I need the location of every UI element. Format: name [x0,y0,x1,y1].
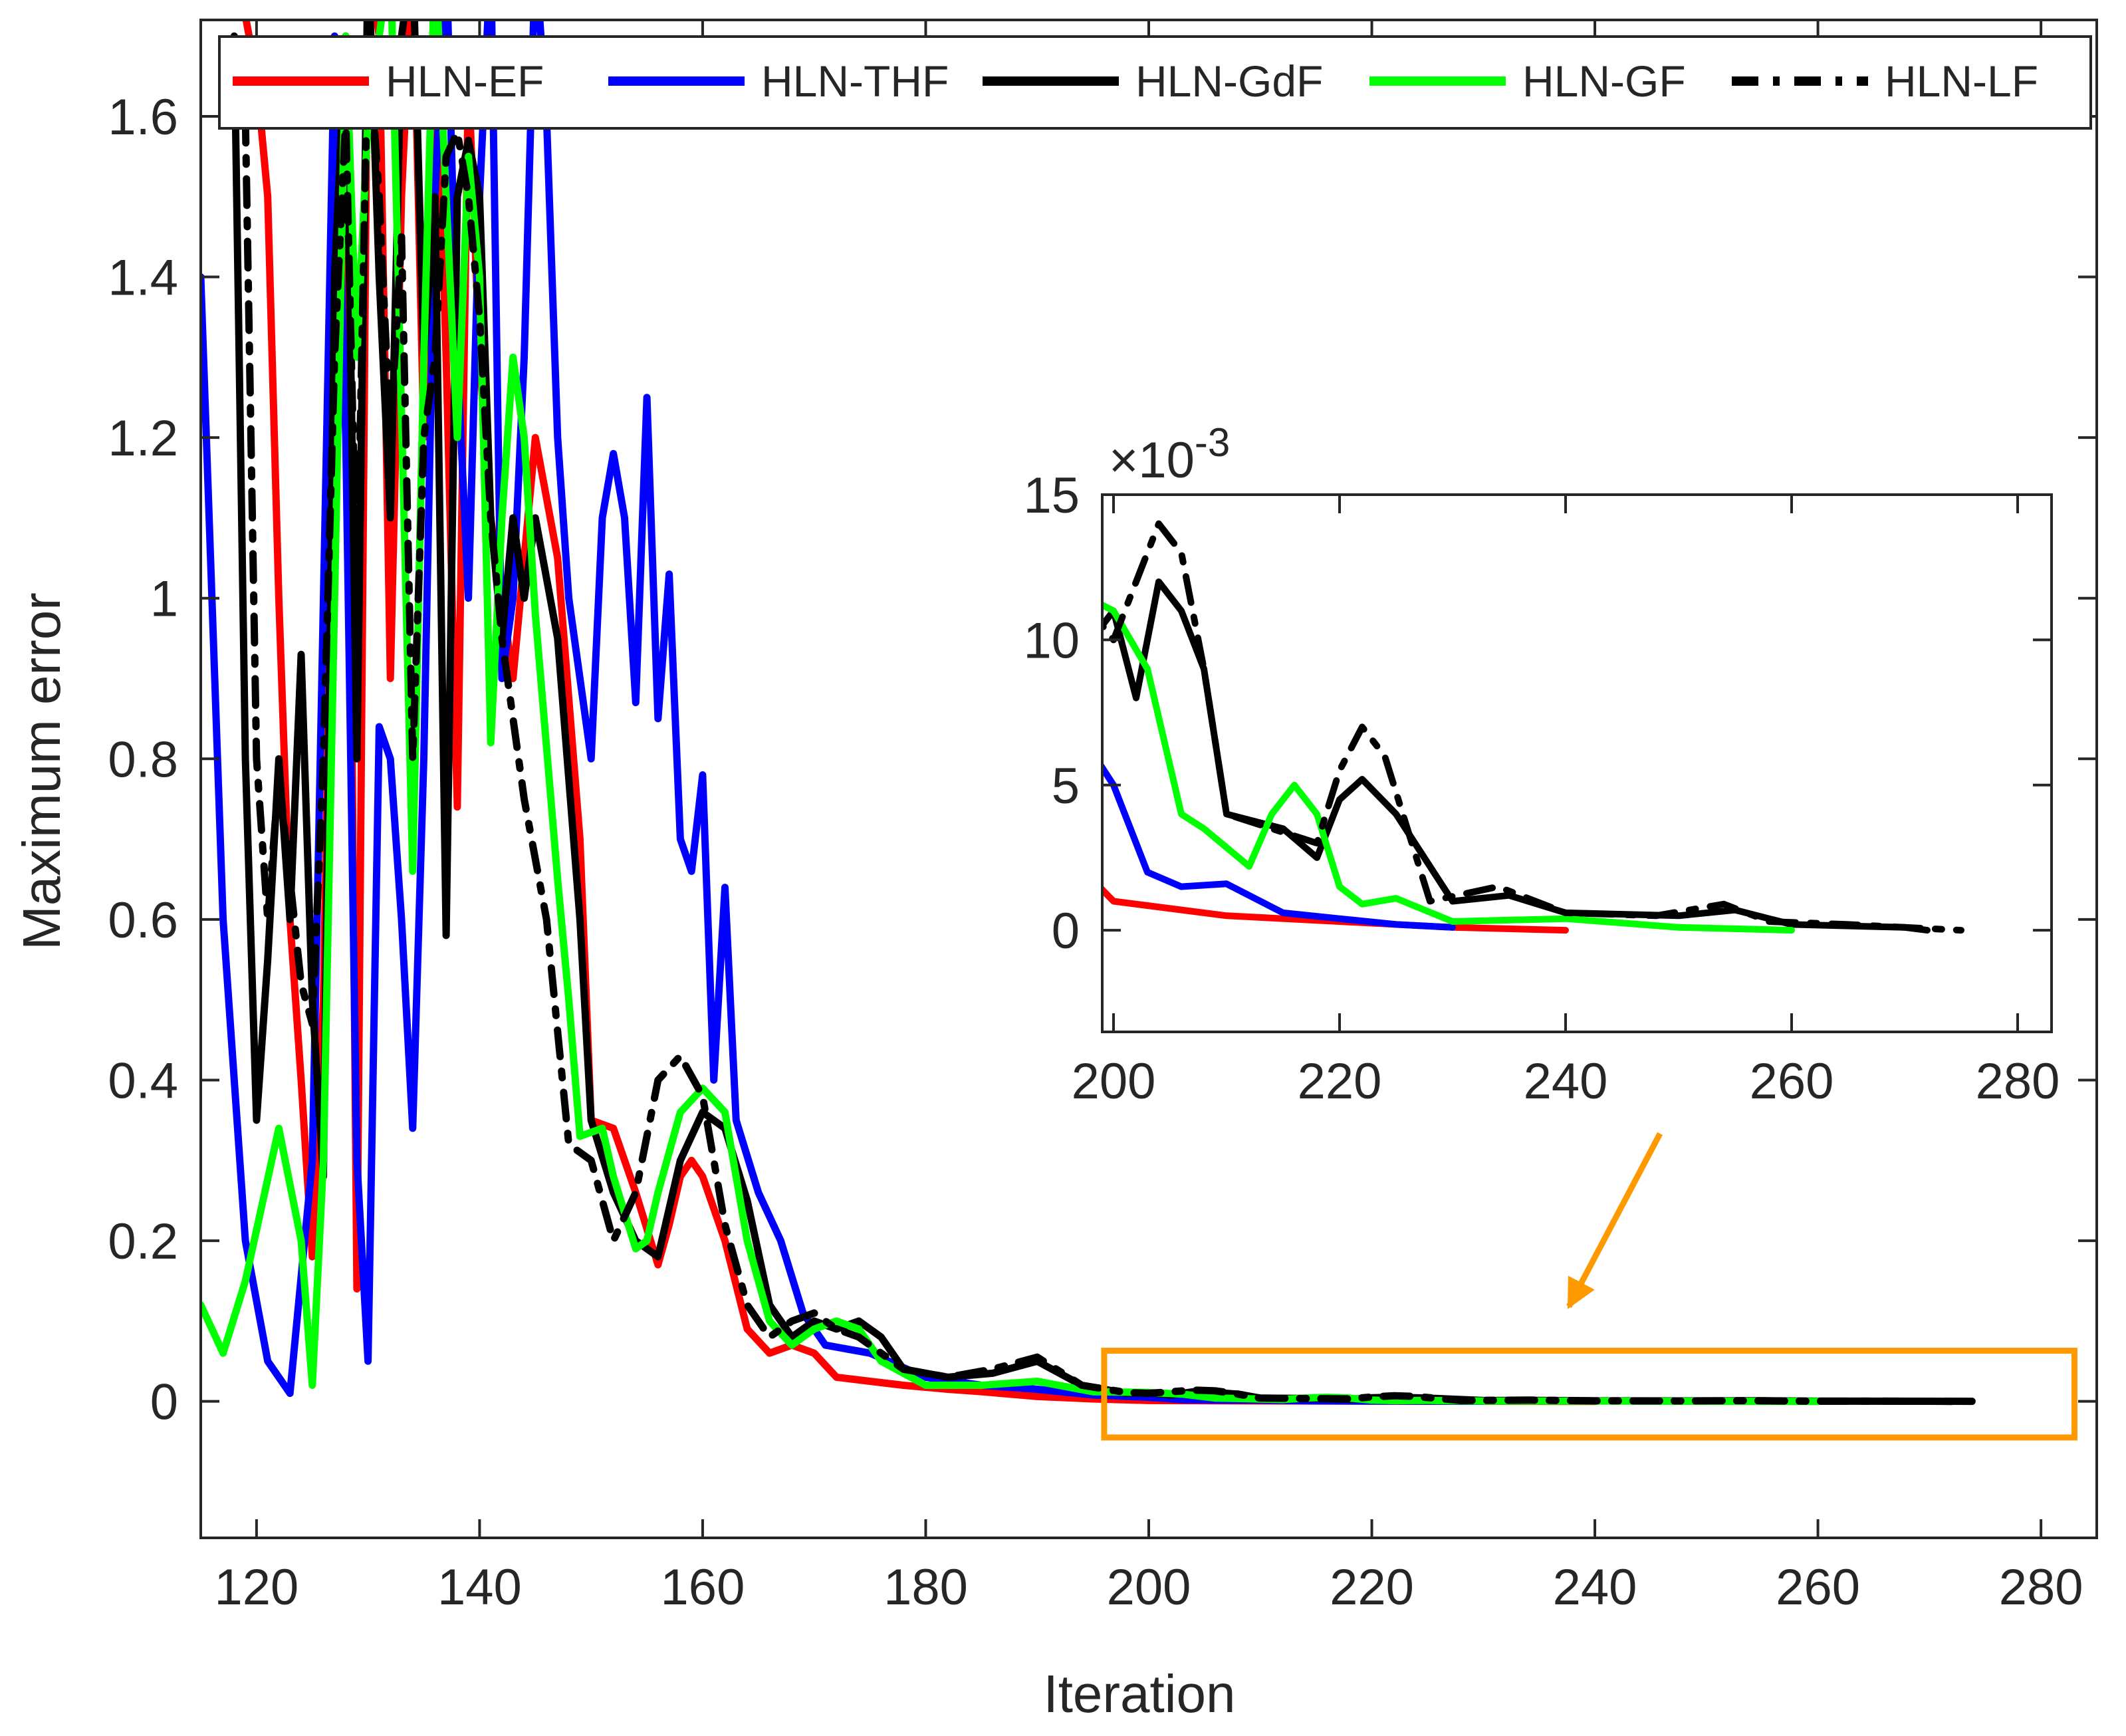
zoom-box [1101,1348,2077,1441]
inset-x-tick-label: 260 [1750,1053,1834,1110]
y-axis-label: Maximum error [12,592,71,950]
main-x-tick-label: 240 [1553,1559,1637,1616]
inset-x-tick-label: 220 [1298,1053,1382,1110]
x-axis-label: Iteration [1043,1664,1235,1723]
inset-series-hln-gf [1102,601,1795,934]
legend: HLN-EF HLN-THF HLN-GdF HLN-GF HLN-LF [218,35,2092,130]
main-x-tick-label: 220 [1330,1559,1414,1616]
legend-label-hln-lf: HLN-LF [1885,57,2038,106]
zoom-indicator [1101,1132,2077,1441]
inset-exponent-base: ×10 [1109,432,1195,489]
inset-x-tick-label: 200 [1072,1053,1156,1110]
legend-label-hln-gdf: HLN-GdF [1135,57,1323,106]
main-series-hln-lf [241,32,1989,1406]
inset-y-tick-label: 5 [1052,758,1080,814]
main-x-tick-label: 260 [1776,1559,1860,1616]
main-y-tick-label: 1 [150,571,178,628]
inset-x-tick-label: 240 [1524,1053,1608,1110]
main-x-tick-label: 180 [884,1559,968,1616]
main-y-tick-label: 0.2 [108,1213,178,1270]
inset-plot-frame [1101,493,2053,1033]
main-plot-area: 120 140 160 180 200 220 240 260 280 0 0.2 0.4 0.6 0.… [108,19,2098,1616]
legend-label-hln-ef: HLN-EF [386,57,544,106]
main-y-tick-label: 0 [150,1374,178,1431]
main-x-tick-label: 120 [214,1559,298,1616]
main-y-tick-label: 0.6 [108,892,178,949]
inset-series-hln-gdf [1102,578,1931,934]
legend-label-hln-thf: HLN-THF [761,57,949,106]
inset-plot-area: 200 220 240 260 280 0 5 10 15 ×10-3 [1023,420,2060,1110]
main-y-tick-label: 1.6 [108,89,178,146]
inset-series-hln-lf [1102,520,1964,934]
main-y-tick-label: 0.8 [108,731,178,788]
inset-y-tick-label: 0 [1052,903,1080,959]
main-x-tick-label: 140 [437,1559,522,1616]
main-y-tick-label: 0.4 [108,1053,178,1109]
main-x-tick-label: 160 [661,1559,745,1616]
inset-exponent-label: ×10-3 [1109,420,1230,489]
inset-y-tick-label: 10 [1023,612,1080,669]
inset-background [1102,495,2052,1032]
main-y-tick-label: 1.4 [108,250,178,307]
inset-x-tick-label: 280 [1976,1053,2060,1110]
legend-label-hln-gf: HLN-GF [1522,57,1686,106]
inset-exponent-power: -3 [1195,420,1230,465]
inset-y-tick-label: 15 [1023,467,1080,524]
zoom-arrow [1566,1132,1663,1309]
main-x-tick-label: 280 [1999,1559,2083,1616]
main-x-tick-label: 200 [1107,1559,1191,1616]
main-y-tick-label: 1.2 [108,410,178,467]
